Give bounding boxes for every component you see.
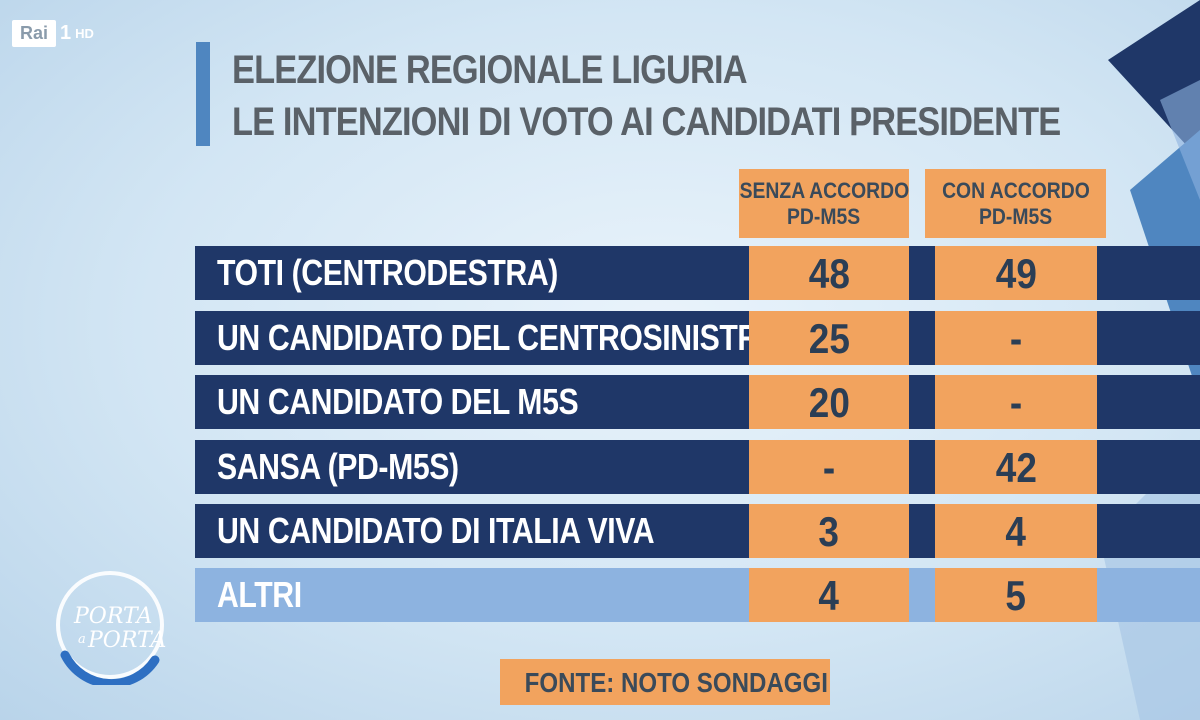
title-accent-bar bbox=[196, 42, 210, 146]
value-cell: - bbox=[749, 440, 909, 494]
row-label: UN CANDIDATO DEL CENTROSINISTRA bbox=[217, 317, 781, 358]
svg-text:PORTA: PORTA bbox=[73, 604, 152, 629]
value-cell: 20 bbox=[749, 375, 909, 429]
source-label: FONTE: NOTO SONDAGGI bbox=[500, 659, 830, 705]
channel-quality: HD bbox=[75, 26, 94, 41]
table-row-altri: ALTRI 4 5 bbox=[195, 568, 1200, 622]
chart-title: ELEZIONE REGIONALE LIGURIA LE INTENZIONI… bbox=[232, 44, 1061, 148]
svg-text:a: a bbox=[78, 632, 86, 647]
value-cell: - bbox=[935, 311, 1097, 365]
svg-text:PORTA: PORTA bbox=[87, 628, 166, 653]
table-row-italia-viva: UN CANDIDATO DI ITALIA VIVA 3 4 bbox=[195, 504, 1200, 558]
porta-a-porta-logo: PORTA a PORTA bbox=[56, 571, 166, 685]
value-cell: - bbox=[935, 375, 1097, 429]
row-label: UN CANDIDATO DEL M5S bbox=[217, 381, 579, 422]
value-cell: 3 bbox=[749, 504, 909, 558]
channel-logo: Rai 1 HD bbox=[12, 20, 94, 47]
row-label: UN CANDIDATO DI ITALIA VIVA bbox=[217, 510, 655, 551]
channel-number: 1 bbox=[60, 22, 72, 44]
column-header-line1: CON ACCORDO bbox=[941, 177, 1090, 203]
column-header-line2: PD-M5S bbox=[787, 203, 861, 229]
title-line-2: LE INTENZIONI DI VOTO AI CANDIDATI PRESI… bbox=[232, 100, 1061, 144]
value-cell: 42 bbox=[935, 440, 1097, 494]
value-cell: 5 bbox=[935, 568, 1097, 622]
row-label: TOTI (CENTRODESTRA) bbox=[217, 252, 558, 293]
column-header-line1: SENZA ACCORDO bbox=[739, 177, 909, 203]
column-header-senza-accordo: SENZA ACCORDO PD-M5S bbox=[739, 169, 909, 238]
table-row-centrosinistra: UN CANDIDATO DEL CENTROSINISTRA 25 - bbox=[195, 311, 1200, 365]
value-cell: 49 bbox=[935, 246, 1097, 300]
table-row-toti: TOTI (CENTRODESTRA) 48 49 bbox=[195, 246, 1200, 300]
title-line-1: ELEZIONE REGIONALE LIGURIA bbox=[232, 48, 748, 92]
value-cell: 4 bbox=[935, 504, 1097, 558]
column-header-line2: PD-M5S bbox=[978, 203, 1053, 229]
row-label: ALTRI bbox=[217, 574, 302, 615]
value-cell: 25 bbox=[749, 311, 909, 365]
channel-name: Rai bbox=[12, 20, 57, 47]
row-label: SANSA (PD-M5S) bbox=[217, 446, 459, 487]
column-header-con-accordo: CON ACCORDO PD-M5S bbox=[925, 169, 1106, 238]
table-row-sansa: SANSA (PD-M5S) - 42 bbox=[195, 440, 1200, 494]
value-cell: 48 bbox=[749, 246, 909, 300]
table-row-m5s: UN CANDIDATO DEL M5S 20 - bbox=[195, 375, 1200, 429]
value-cell: 4 bbox=[749, 568, 909, 622]
